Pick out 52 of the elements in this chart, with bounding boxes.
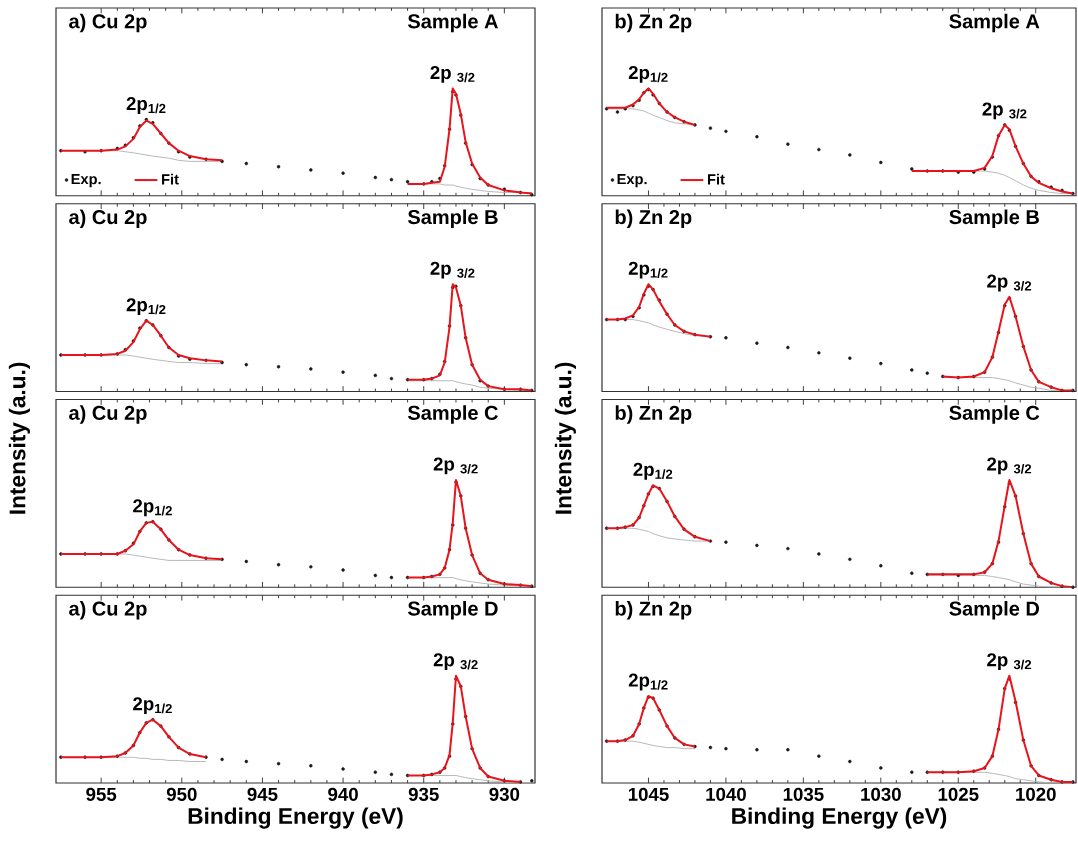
x-tick-label: 1025 <box>938 787 979 801</box>
annotation: 2p$_{1/2}$ <box>628 673 668 691</box>
x-tick-label: 1030 <box>861 787 901 801</box>
annotation: 2p$_{1/2}$ <box>126 97 166 114</box>
x-tick-label: 1035 <box>783 787 824 801</box>
annotation: 2p $_{3/2}$ <box>982 102 1027 120</box>
chart-subtitle: Sample C <box>949 405 1040 424</box>
x-axis-title: Binding Energy (eV) <box>732 807 947 829</box>
legend-label: Fit <box>162 173 179 185</box>
chart-title: a) Cu 2p <box>69 405 147 424</box>
x-tick-label: 1045 <box>628 787 669 801</box>
annotation: 2p$_{1/2}$ <box>628 65 668 83</box>
chart-title: a) Cu 2p <box>69 13 147 33</box>
x-tick-label: 945 <box>247 787 278 801</box>
chart-subtitle: Sample B <box>949 209 1039 229</box>
annotation: 2p $_{3/2}$ <box>430 65 475 83</box>
chart-subtitle: Sample C <box>407 405 498 424</box>
chart-subtitle: Sample A <box>407 13 498 33</box>
x-tick-label: 955 <box>86 787 117 801</box>
chart-subtitle: Sample D <box>949 600 1040 620</box>
legend-label: Fit <box>707 173 725 185</box>
annotation: 2p $_{3/2}$ <box>433 457 478 475</box>
x-tick-label: 940 <box>328 787 358 801</box>
chart-title: b) Zn 2p <box>615 405 692 424</box>
annotation: 2p$_{1/2}$ <box>633 462 673 480</box>
chart-subtitle: Sample A <box>949 13 1040 33</box>
y-axis-title: Intensity (a.u.) <box>554 362 576 514</box>
annotation: 2p $_{3/2}$ <box>433 653 478 671</box>
chart-title: a) Cu 2p <box>69 209 147 229</box>
annotation: 2p $_{3/2}$ <box>430 261 475 279</box>
annotation: 2p$_{1/2}$ <box>126 298 166 316</box>
x-tick-label: 1040 <box>706 787 746 801</box>
chart-title: b) Zn 2p <box>615 209 692 229</box>
chart-title: b) Zn 2p <box>615 13 692 33</box>
annotation: 2p $_{3/2}$ <box>987 274 1032 292</box>
chart-title: a) Cu 2p <box>69 600 147 620</box>
chart-subtitle: Sample B <box>407 209 498 229</box>
legend-label: Exp. <box>617 174 647 188</box>
x-tick-label: 1020 <box>1016 787 1056 801</box>
annotation: 2p$_{1/2}$ <box>133 499 172 517</box>
chart-title: b) Zn 2p <box>615 600 692 620</box>
chart-subtitle: Sample D <box>407 600 498 620</box>
legend-label: Exp. <box>71 174 101 188</box>
x-tick-label: 935 <box>408 787 439 801</box>
x-tick-label: 950 <box>166 787 197 801</box>
annotation: 2p $_{3/2}$ <box>987 457 1032 475</box>
annotation: 2p$_{1/2}$ <box>628 261 668 279</box>
y-axis-title: Intensity (a.u.) <box>8 362 30 514</box>
x-axis-title: Binding Energy (eV) <box>188 807 403 829</box>
annotation: 2p$_{1/2}$ <box>133 697 172 715</box>
annotation: 2p $_{3/2}$ <box>987 653 1032 671</box>
x-tick-label: 930 <box>489 787 520 801</box>
